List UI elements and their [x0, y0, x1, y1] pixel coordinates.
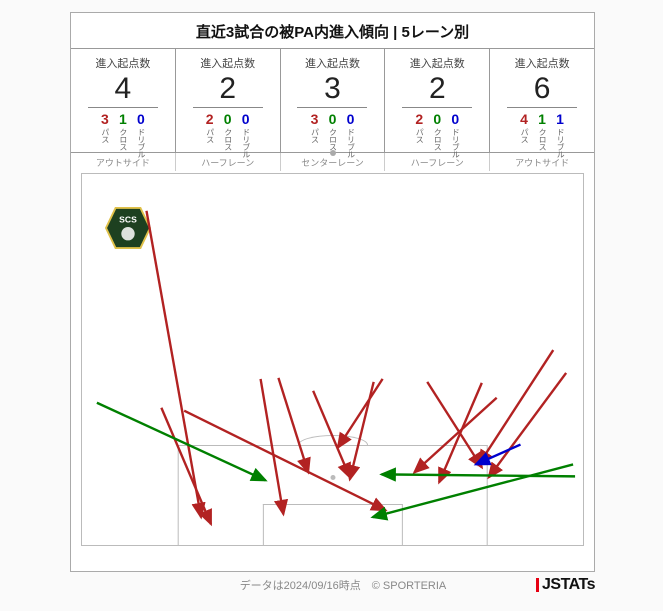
center-spot-icon	[330, 150, 336, 156]
jstats-logo: JSTATs	[536, 576, 595, 594]
lane-stats-row: 進入起点数 4 3パス 1クロス 0ドリブル 進入起点数 2 2パス 0クロス …	[71, 48, 594, 153]
pitch-area: アウトサイド ハーフレーン センターレーン ハーフレーン アウトサイド SCS	[71, 153, 594, 558]
jstats-j: J	[536, 576, 550, 594]
lane-name: ハーフレーン	[176, 153, 281, 171]
team-badge-icon: SCS	[104, 206, 152, 250]
lane-name: アウトサイド	[71, 153, 176, 171]
lane-total: 4	[88, 71, 158, 108]
lane-breakdown: 3パス 1クロス 0ドリブル	[71, 112, 175, 158]
lane-5: 進入起点数 6 4パス 1クロス 1ドリブル	[490, 49, 594, 152]
lane-name: ハーフレーン	[385, 153, 490, 171]
goal-box	[262, 504, 402, 545]
penalty-arc	[298, 435, 368, 445]
lane-4: 進入起点数 2 2パス 0クロス 0ドリブル	[385, 49, 490, 152]
cross-count: 1	[119, 112, 127, 126]
dribble-count: 0	[137, 112, 145, 126]
pass-arrow	[479, 350, 553, 464]
data-credit: データは2024/09/16時点 © SPORTERIA	[150, 577, 536, 593]
lane-header: 進入起点数	[71, 55, 175, 71]
pass-arrow	[489, 373, 566, 477]
chart-frame: 直近3試合の被PA内進入傾向 | 5レーン別 進入起点数 4 3パス 1クロス …	[70, 12, 595, 572]
pitch-outline: SCS	[81, 173, 584, 546]
svg-text:SCS: SCS	[119, 214, 137, 224]
lane-1: 進入起点数 4 3パス 1クロス 0ドリブル	[71, 49, 176, 152]
lane-2: 進入起点数 2 2パス 0クロス 0ドリブル	[176, 49, 281, 152]
lane-name: アウトサイド	[490, 153, 594, 171]
footer: データは2024/09/16時点 © SPORTERIA JSTATs	[70, 576, 595, 594]
chart-title: 直近3試合の被PA内進入傾向 | 5レーン別	[71, 13, 594, 48]
pass-count: 3	[101, 112, 109, 126]
penalty-spot-icon	[330, 475, 335, 480]
lane-3: 進入起点数 3 3パス 0クロス 0ドリブル	[281, 49, 386, 152]
